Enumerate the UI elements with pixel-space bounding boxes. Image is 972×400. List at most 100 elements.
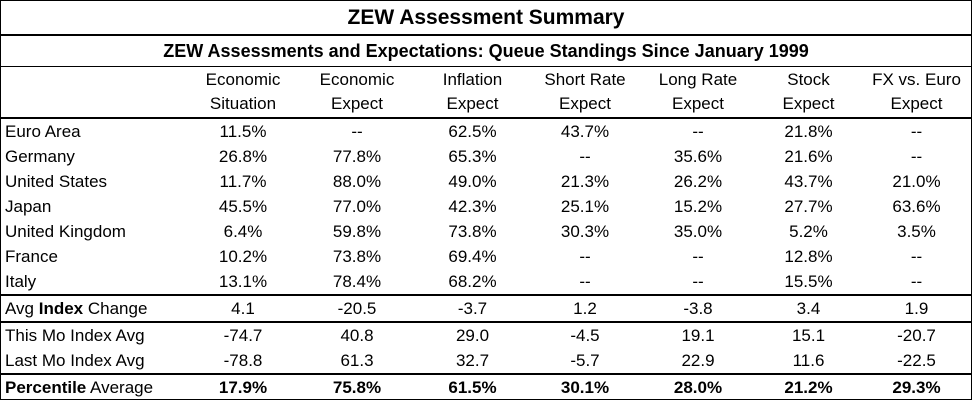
table-cell: 12.8% [784, 246, 833, 266]
column-header: Stock Expect [755, 67, 862, 119]
table-cell: 22.9 [681, 350, 715, 370]
table-cell: 61.5% [416, 373, 529, 400]
table-cell: 11.5% [219, 121, 267, 141]
table-cell: 35.0% [673, 221, 723, 241]
table-cell: -- [579, 146, 591, 166]
row-label: Japan [5, 196, 52, 216]
table-cell: 49.0% [448, 171, 497, 191]
table-cell: -5.7 [570, 350, 600, 370]
table-cell: 15.1 [755, 321, 862, 348]
table-cell: 21.8% [784, 121, 833, 141]
table-cell: 73.8% [448, 221, 497, 241]
table-row: Germany 26.8% 77.8% 65.3% -- 35.6% 21.6%… [1, 144, 971, 169]
table-cell: -- [579, 246, 591, 266]
table-cell: -4.5 [529, 321, 641, 348]
row-label: Euro Area [5, 121, 81, 141]
table-cell: 21.0% [892, 171, 941, 191]
percentile-average-row: Percentile Average 17.9% 75.8% 61.5% 30.… [1, 373, 971, 400]
table-cell: 35.6% [673, 146, 723, 166]
table-row: United Kingdom 6.4% 59.8% 73.8% 30.3% 35… [1, 219, 971, 244]
assessment-table: Economic Situation Economic Expect Inflati… [1, 67, 971, 400]
table-cell: 3.4 [755, 294, 862, 322]
header-row: Economic Situation Economic Expect Inflati… [1, 67, 971, 119]
table-cell: 63.6% [892, 196, 941, 216]
table-cell: 62.5% [448, 121, 497, 141]
table-cell: -20.5 [298, 294, 416, 322]
table-cell: 73.8% [332, 246, 382, 266]
last-month-index-row: Last Mo Index Avg -78.8 61.3 32.7 -5.7 2… [1, 348, 971, 374]
table-cell: 19.1 [641, 321, 755, 348]
table-cell: 1.9 [862, 294, 971, 322]
table-cell: 17.9% [188, 373, 298, 400]
table-cell: 68.2% [448, 271, 497, 291]
column-header: Short Rate Expect [529, 67, 641, 119]
table-subtitle: ZEW Assessments and Expectations: Queue … [1, 36, 971, 67]
table-cell: 15.2% [673, 196, 723, 216]
table-cell: 45.5% [218, 196, 268, 216]
table-cell: -- [692, 271, 704, 291]
table-cell: 25.1% [560, 196, 610, 216]
table-cell: 27.7% [784, 196, 833, 216]
row-label: Last Mo Index Avg [5, 350, 145, 370]
table-cell: 26.2% [673, 171, 723, 191]
table-cell: 26.8% [218, 146, 268, 166]
table-cell: 77.8% [332, 146, 382, 166]
table-cell: -78.8 [223, 350, 263, 370]
table-cell: 5.2% [789, 221, 828, 241]
table-cell: 21.3% [560, 171, 610, 191]
table-cell: 69.4% [448, 246, 497, 266]
table-cell: 78.4% [332, 271, 382, 291]
table-cell: 28.0% [641, 373, 755, 400]
table-cell: 29.0 [416, 321, 529, 348]
row-label: France [5, 246, 58, 266]
table-cell: 42.3% [448, 196, 497, 216]
header-corner [1, 67, 188, 119]
table-cell: 43.7% [560, 121, 610, 141]
table-cell: 13.1% [218, 271, 268, 291]
column-header: Inflation Expect [416, 67, 529, 119]
table-cell: -- [579, 271, 591, 291]
table-row: Italy 13.1% 78.4% 68.2% -- -- 15.5% -- [1, 269, 971, 295]
table-cell: 61.3 [340, 350, 374, 370]
table-cell: 11.7% [219, 171, 267, 191]
column-header: Economic Situation [188, 67, 298, 119]
row-label: United Kingdom [5, 221, 126, 241]
table-cell: 30.1% [529, 373, 641, 400]
table-cell: 77.0% [332, 196, 382, 216]
table-cell: -- [910, 246, 923, 266]
table-row: France 10.2% 73.8% 69.4% -- -- 12.8% -- [1, 244, 971, 269]
this-month-index-row: This Mo Index Avg -74.7 40.8 29.0 -4.5 1… [1, 321, 971, 348]
column-header: FX vs. Euro Expect [862, 67, 971, 119]
table-cell: -- [910, 271, 923, 291]
table-cell: 59.8% [332, 221, 382, 241]
table-cell: -- [692, 121, 704, 141]
table-cell: 11.6 [792, 350, 825, 370]
column-header: Long Rate Expect [641, 67, 755, 119]
row-label: Avg Index Change [1, 294, 188, 322]
table-cell: 4.1 [188, 294, 298, 322]
table-cell: -- [351, 121, 363, 141]
table-cell: -3.8 [641, 294, 755, 322]
table-cell: 21.6% [784, 146, 833, 166]
row-label: This Mo Index Avg [1, 321, 188, 348]
table-cell: -22.5 [897, 350, 936, 370]
table-cell: 3.5% [897, 221, 936, 241]
table-cell: 88.0% [332, 171, 382, 191]
table-row: Euro Area 11.5% -- 62.5% 43.7% -- 21.8% … [1, 118, 971, 144]
table-row: Japan 45.5% 77.0% 42.3% 25.1% 15.2% 27.7… [1, 194, 971, 219]
table-cell: 75.8% [298, 373, 416, 400]
row-label: Percentile Average [1, 373, 188, 400]
table-cell: -- [910, 121, 923, 141]
column-header: Economic Expect [298, 67, 416, 119]
table-cell: -20.7 [862, 321, 971, 348]
table-cell: -74.7 [188, 321, 298, 348]
table-cell: 32.7 [455, 350, 490, 370]
table-cell: 15.5% [784, 271, 833, 291]
table-title: ZEW Assessment Summary [1, 1, 971, 36]
row-label: United States [5, 171, 108, 191]
table-cell: 1.2 [529, 294, 641, 322]
table-cell: 21.2% [755, 373, 862, 400]
avg-index-change-row: Avg Index Change 4.1 -20.5 -3.7 1.2 -3.8… [1, 294, 971, 322]
table-cell: -3.7 [416, 294, 529, 322]
